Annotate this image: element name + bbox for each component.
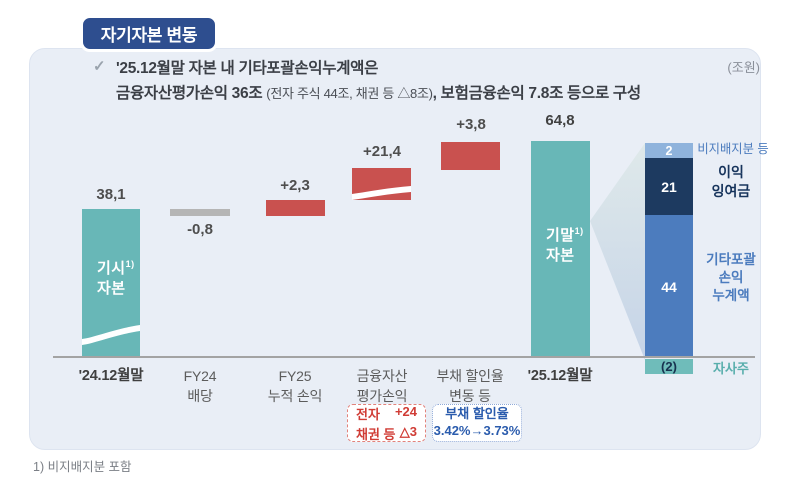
x-label-line: 부채 할인율: [436, 368, 504, 384]
bullet-line-2-main2: , 보험금융손익 7.8조 등으로 구성: [432, 85, 642, 102]
note-row: 전자 +24: [356, 404, 417, 423]
label-retained-line2: 잉여금: [711, 182, 751, 199]
segment-minority-interest: 2: [645, 143, 693, 158]
bullet-line-1: '25.12월말 자본 내 기타포괄손익누계액은: [116, 60, 379, 77]
segment-retained-earnings: 21: [645, 158, 693, 215]
x-axis-line: [53, 356, 755, 358]
label-oci-line1: 기타포괄: [706, 252, 756, 267]
label-treasury-stock: 자사주: [713, 361, 749, 376]
axis-break-wave-icon: [82, 325, 140, 345]
checkmark-icon: ✓: [93, 58, 106, 75]
note-bonds-value: △3: [399, 423, 417, 439]
note-discount-values: 3.42%→3.73%: [433, 423, 521, 438]
ending-capital-label: 기말1) 자본: [546, 226, 584, 266]
begin-label-footnote-mark: 1): [125, 259, 135, 269]
x-label-line: 배당: [187, 388, 213, 405]
label-retained-earnings: 이익 잉여금: [700, 163, 762, 201]
segment-treasury-value: (2): [661, 359, 677, 374]
end-label-footnote-mark: 1): [574, 226, 584, 236]
funnel-connector: [590, 143, 645, 360]
x-label-financial-assets: 금융자산 평가손익: [334, 366, 430, 407]
note-discount-rate-detail: 부채 할인율 3.42%→3.73%: [432, 404, 522, 442]
label-oci: 기타포괄 손익 누계액: [700, 251, 762, 306]
segment-oci-value: 44: [661, 278, 677, 295]
x-label-24-12: '24.12월말: [63, 366, 159, 387]
label-retained-line1: 이익: [718, 164, 744, 180]
x-label-fy24-dividend: FY24 배당: [152, 366, 248, 407]
beginning-capital-label: 기시1) 자본: [97, 259, 135, 299]
bullet-line-2: 금융자산평가손익 36조 (전자 주식 44조, 채권 등 △8조), 보험금융…: [116, 81, 641, 103]
section-title: 자기자본 변동: [80, 15, 218, 52]
end-label-line2: 자본: [546, 246, 575, 264]
bar-financial-asset-valuation: [352, 168, 411, 200]
x-label-line: FY24: [183, 368, 217, 384]
bullet-line-2-main1: 금융자산평가손익 36조: [116, 85, 267, 102]
note-bonds-label: 채권 등: [356, 426, 396, 442]
label-oci-line2: 손익: [718, 270, 744, 286]
begin-label-line1: 기시: [97, 260, 126, 277]
label-oci-line3: 누계액: [712, 288, 750, 304]
footnote: 1) 비지배지분 포함: [33, 460, 132, 474]
value-label-fy25: +2,3: [280, 177, 310, 194]
value-label-begin: 38,1: [96, 186, 126, 203]
note-electronics-label: 전자: [356, 406, 380, 422]
x-label-discount-rate: 부채 할인율 변동 등: [422, 366, 518, 407]
x-label-line: '25.12월말: [527, 368, 593, 384]
note-financial-assets-detail: 전자 +24 채권 등 △3: [347, 404, 426, 442]
end-label-line1: 기말: [546, 227, 575, 244]
bar-fy24-dividend: [170, 209, 230, 216]
segment-treasury-stock: (2): [645, 359, 693, 374]
x-label-line: FY25: [278, 368, 312, 384]
begin-label-line2: 자본: [97, 279, 126, 297]
bar-ending-capital: [531, 141, 590, 358]
unit-label: (조원): [727, 60, 760, 75]
x-label-25-12: '25.12월말: [512, 366, 608, 387]
x-label-line: 금융자산: [356, 368, 408, 384]
section-title-text: 자기자본 변동: [100, 26, 198, 45]
note-discount-label: 부채 할인율: [445, 406, 509, 422]
note-row: 채권 등 △3: [356, 424, 417, 443]
value-label-financial-assets: +21,4: [363, 143, 401, 160]
segment-oci: 44: [645, 215, 693, 358]
axis-break-wave-icon: [352, 186, 411, 200]
bar-fy25-profit: [266, 200, 325, 216]
value-label-end: 64,8: [545, 112, 575, 129]
bar-discount-rate-change: [441, 142, 500, 170]
bullet-line-2-paren: (전자 주식 44조, 채권 등 △8조): [266, 86, 433, 101]
segment-minority-value: 2: [665, 143, 673, 158]
x-label-line: '24.12월말: [78, 368, 144, 384]
label-minority-interest: 비지배지분 등: [697, 142, 769, 156]
value-label-discount: +3,8: [456, 116, 486, 133]
x-label-line: 누적 손익: [267, 388, 323, 405]
x-label-fy25-profit: FY25 누적 손익: [247, 366, 343, 407]
x-label-line: 변동 등: [449, 388, 491, 405]
value-label-dividend: -0,8: [187, 221, 213, 238]
segment-retained-value: 21: [661, 178, 677, 195]
note-electronics-value: +24: [394, 403, 417, 419]
x-label-line: 평가손익: [356, 388, 408, 405]
bar-beginning-capital: [82, 209, 140, 358]
